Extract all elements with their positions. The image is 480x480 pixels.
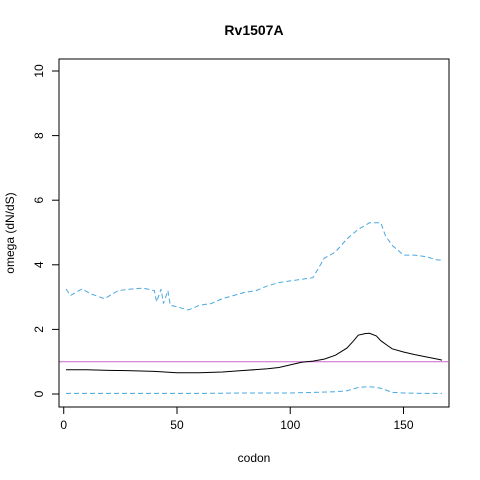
y-axis-label: omega (dN/dS) [3, 192, 17, 273]
series-line-3 [66, 386, 442, 394]
plot-frame [58, 58, 450, 408]
series-line-1 [66, 332, 443, 374]
series-line-2 [65, 222, 442, 311]
y-tick-label: 2 [32, 326, 46, 333]
y-tick-label: 8 [32, 132, 46, 139]
x-tick-label: 0 [60, 418, 67, 432]
x-tick-label: 50 [170, 418, 184, 432]
y-tick-label: 4 [32, 261, 46, 268]
x-tick-label: 100 [280, 418, 300, 432]
y-tick-label: 0 [32, 390, 46, 397]
chart-title: Rv1507A [224, 22, 283, 38]
y-tick-label: 6 [32, 197, 46, 204]
plot-area [59, 222, 449, 394]
y-axis: 0 2 4 6 8 10 [32, 64, 60, 397]
x-tick-label: 150 [393, 418, 413, 432]
x-axis: 0 50 100 150 [60, 406, 414, 432]
y-tick-label: 10 [32, 64, 46, 78]
x-axis-label: codon [238, 451, 271, 465]
